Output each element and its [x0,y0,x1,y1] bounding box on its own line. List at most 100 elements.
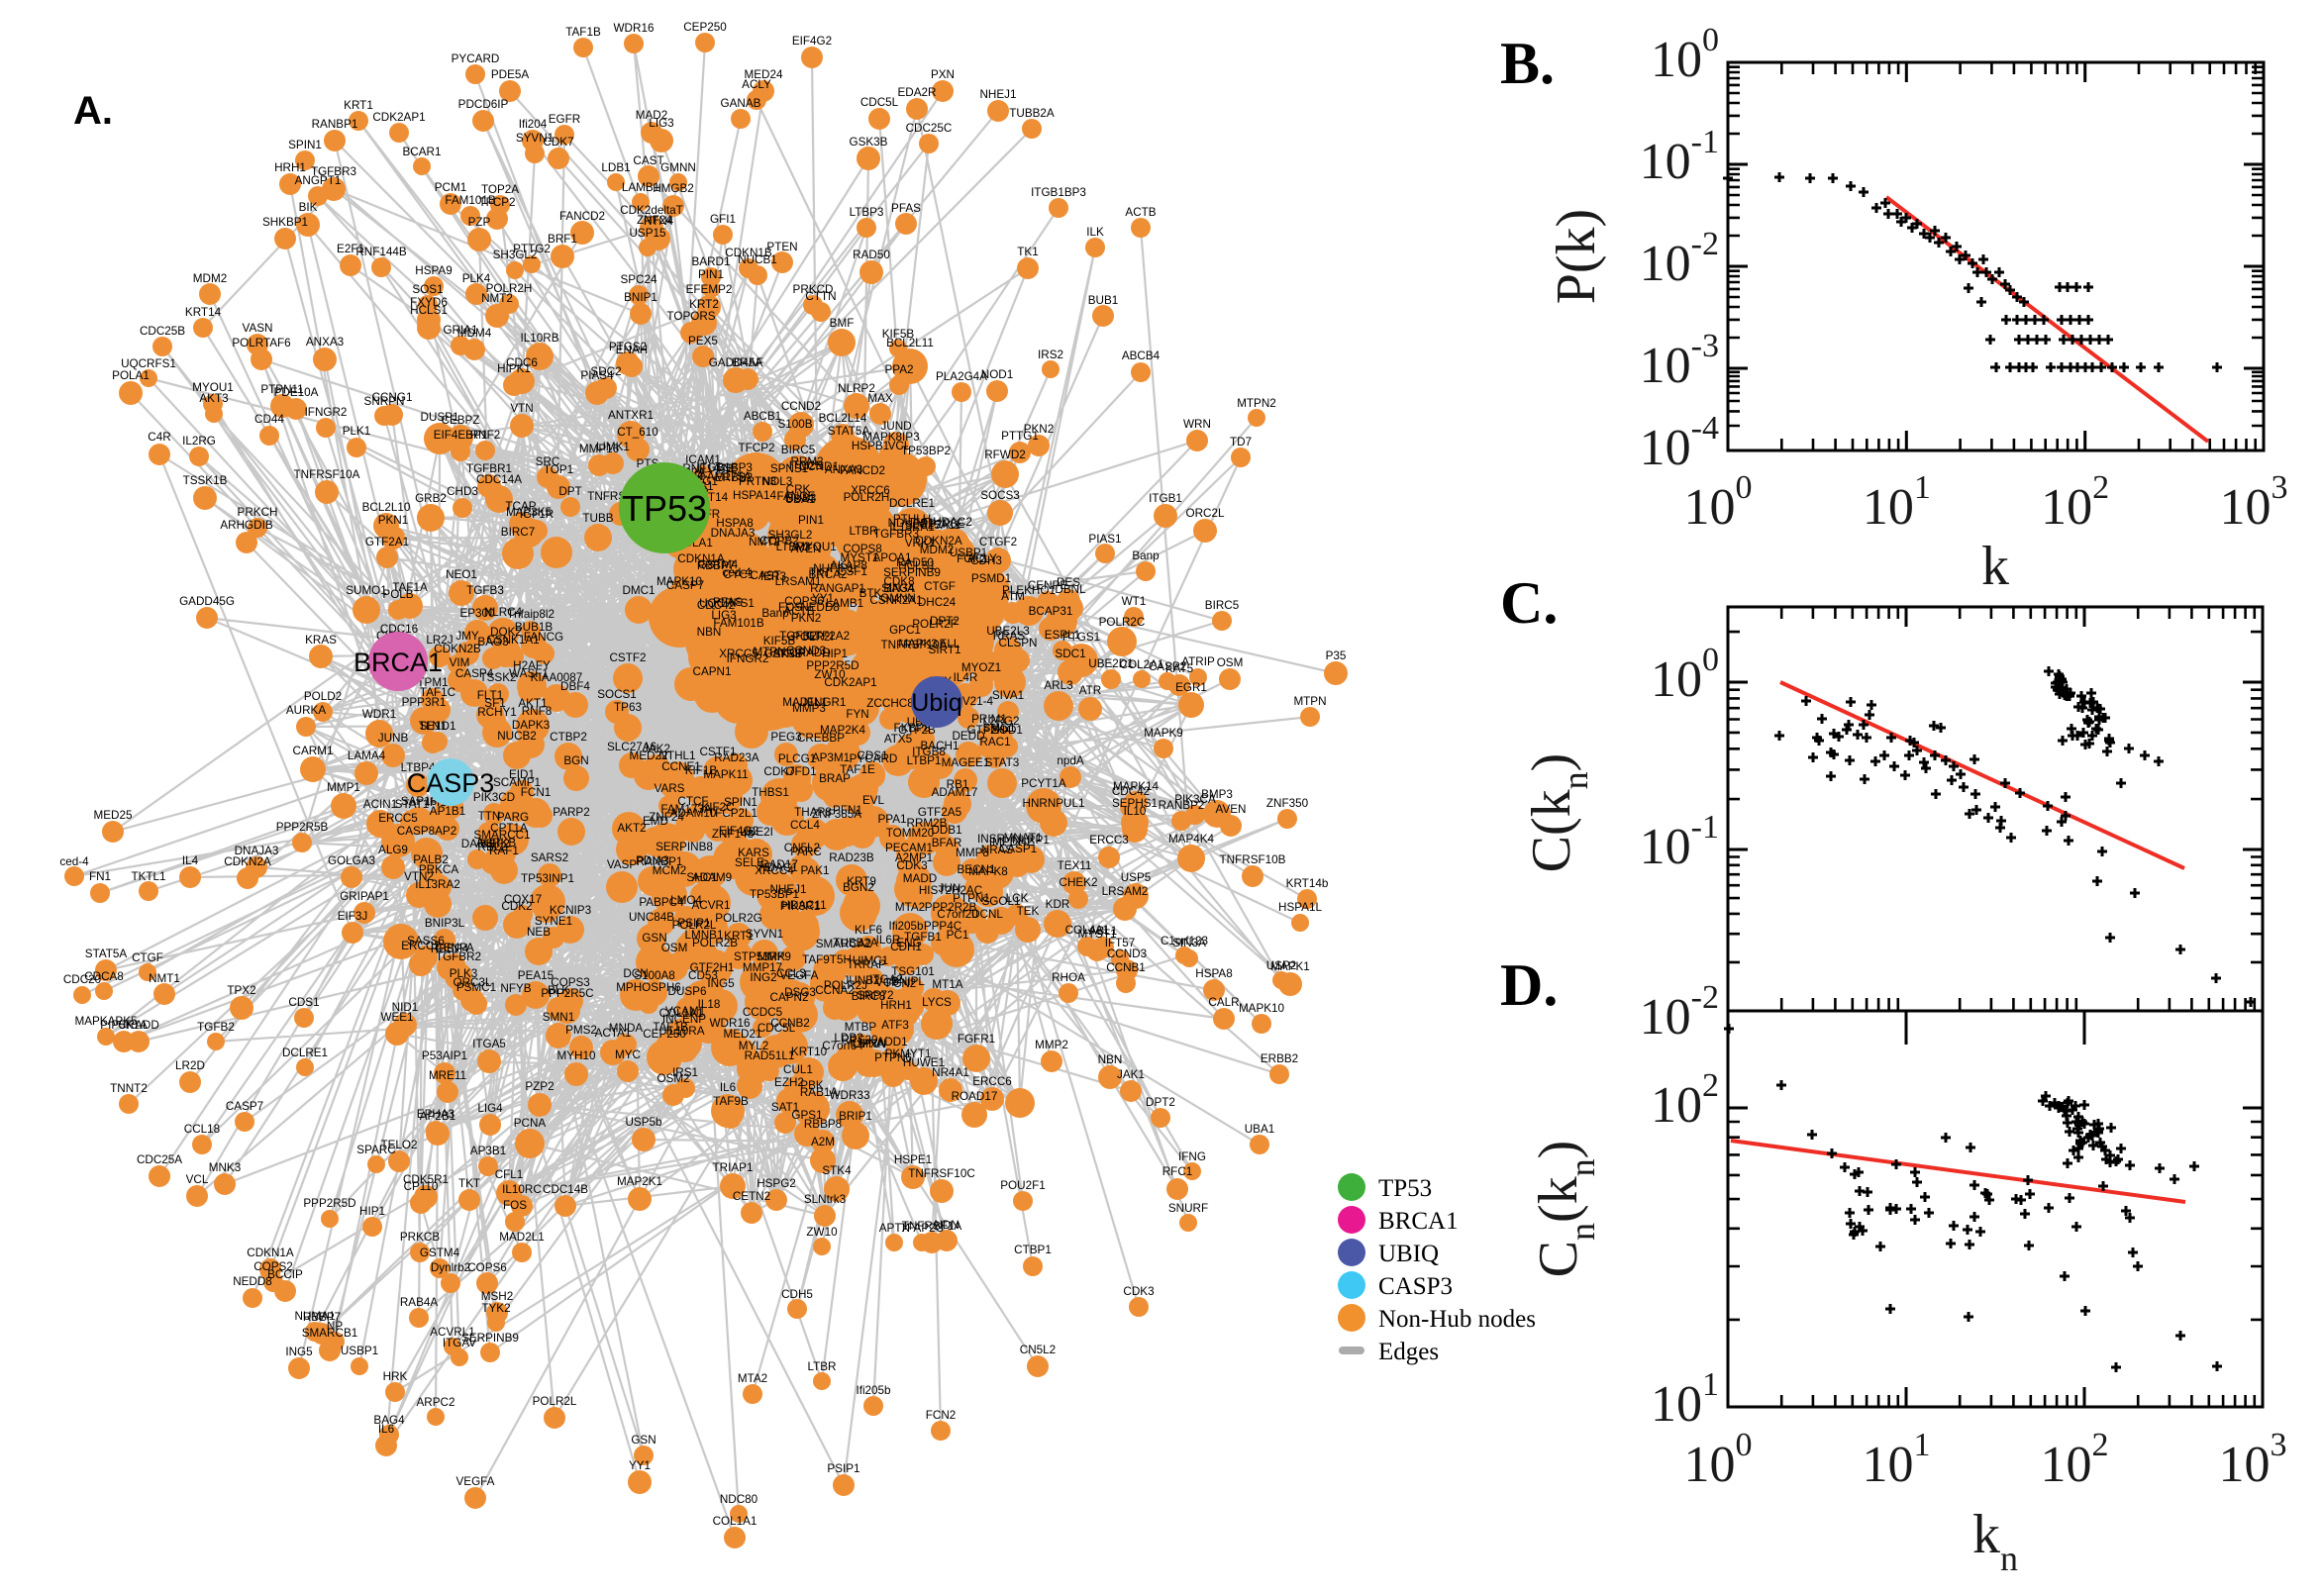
svg-text:NDC80: NDC80 [720,1493,758,1506]
svg-text:KRT1: KRT1 [724,930,754,943]
svg-text:FCN2: FCN2 [926,1409,957,1422]
svg-text:NUCB2: NUCB2 [497,730,537,743]
svg-text:UQCRFS1: UQCRFS1 [699,597,755,610]
svg-text:RAD50: RAD50 [896,556,934,569]
svg-text:HUWE1: HUWE1 [903,1056,945,1069]
svg-text:TK1: TK1 [1017,246,1038,258]
svg-text:POU2F1: POU2F1 [1000,1179,1045,1192]
svg-text:LMO4: LMO4 [670,894,702,907]
svg-text:HSPA9: HSPA9 [415,264,452,277]
svg-text:TUBB2A: TUBB2A [833,937,878,949]
svg-text:RFC1: RFC1 [1162,1165,1193,1178]
svg-text:MAPK10: MAPK10 [656,575,703,588]
svg-text:MTBP: MTBP [845,1021,877,1034]
svg-text:ITGB8: ITGB8 [912,746,946,758]
svg-text:k: k [1981,536,2009,597]
svg-text:TP63: TP63 [614,701,642,714]
svg-text:CDK2AP1: CDK2AP1 [824,676,876,689]
svg-text:JUN: JUN [939,882,961,895]
svg-text:ERCC3: ERCC3 [1089,834,1129,847]
svg-text:AKT3: AKT3 [199,392,228,405]
svg-text:PTPN1: PTPN1 [953,892,990,905]
svg-text:ZNF148: ZNF148 [712,828,754,841]
svg-text:BMF: BMF [830,317,855,330]
svg-text:RAD50: RAD50 [853,249,890,261]
svg-text:FANCG: FANCG [524,631,563,644]
svg-text:STAT5A: STAT5A [828,425,870,438]
svg-text:JUND: JUND [880,420,911,433]
svg-text:PIK3CA: PIK3CA [1174,793,1216,806]
svg-text:PDE10A: PDE10A [274,386,319,399]
svg-text:CFL1: CFL1 [495,1168,524,1181]
svg-text:ING2: ING2 [750,971,776,984]
svg-text:STP53RK: STP53RK [734,950,785,963]
svg-text:RTN4: RTN4 [644,215,674,228]
svg-text:PKMYT1: PKMYT1 [885,1047,932,1060]
svg-text:ITGB1: ITGB1 [1149,492,1182,505]
svg-text:ELL: ELL [940,638,960,650]
svg-text:MPHOSPH6: MPHOSPH6 [616,981,681,994]
svg-text:USBP1: USBP1 [950,547,987,559]
svg-text:NEDD8: NEDD8 [233,1275,272,1288]
svg-text:MNDA: MNDA [609,1022,644,1035]
svg-text:MDM2: MDM2 [193,272,227,285]
svg-text:NOL3: NOL3 [762,475,793,488]
svg-text:CCNB2: CCNB2 [770,1017,810,1030]
svg-text:PEA15: PEA15 [518,969,555,982]
svg-text:HCLS1: HCLS1 [410,304,448,317]
svg-text:SPARC: SPARC [356,1144,395,1156]
svg-text:SGOL1: SGOL1 [982,895,1021,908]
svg-text:ING5: ING5 [707,977,735,990]
svg-text:MAD2L1: MAD2L1 [499,1231,544,1244]
svg-text:PSMC1: PSMC1 [456,981,496,994]
svg-text:USP5b: USP5b [625,1116,662,1129]
svg-text:UBA1: UBA1 [785,493,816,506]
svg-text:ABCB1: ABCB1 [744,410,781,423]
svg-text:WDR33: WDR33 [830,1089,870,1102]
svg-text:PIK3CD: PIK3CD [473,791,515,804]
svg-text:POLR2L: POLR2L [533,1395,577,1408]
svg-text:LTBP1: LTBP1 [907,754,942,767]
svg-text:MAPKAPK5: MAPKAPK5 [74,1015,138,1028]
svg-text:MAPK1: MAPK1 [1270,960,1310,973]
svg-text:RNF144B: RNF144B [682,462,734,475]
svg-text:BCL2L11: BCL2L11 [886,337,934,349]
svg-text:GOLGA3: GOLGA3 [328,854,375,867]
svg-text:NBN: NBN [1098,1053,1123,1066]
svg-text:SRC: SRC [536,455,560,468]
svg-text:BFAR: BFAR [932,837,962,849]
svg-text:MYC: MYC [615,1048,641,1061]
svg-text:PTHLH: PTHLH [893,513,931,526]
svg-text:Ifi205b: Ifi205b [888,920,924,933]
svg-text:RAB1A: RAB1A [800,1086,839,1099]
svg-text:HRH1: HRH1 [880,999,912,1012]
svg-text:FYN: FYN [846,708,868,721]
svg-text:HRK: HRK [383,1370,408,1383]
svg-text:RFWD2: RFWD2 [984,449,1026,461]
svg-text:PLK3: PLK3 [450,967,478,980]
svg-text:PKN2: PKN2 [1024,423,1055,436]
svg-text:PMS2: PMS2 [565,1024,597,1037]
svg-text:MMP1: MMP1 [327,781,360,794]
svg-text:RAF1: RAF1 [489,845,519,857]
svg-text:NUCB1: NUCB1 [738,253,777,266]
svg-text:RBBP4: RBBP4 [431,943,469,955]
svg-text:UIMC1: UIMC1 [853,954,888,967]
svg-text:IGF1R: IGF1R [520,508,554,521]
svg-text:ZNF24: ZNF24 [649,811,684,824]
svg-text:CDK3: CDK3 [896,859,927,872]
svg-text:TGFBR2: TGFBR2 [436,950,481,963]
svg-text:A2MP1: A2MP1 [895,851,933,864]
svg-text:FXYD6: FXYD6 [410,296,448,309]
svg-text:MYST1: MYST1 [841,551,879,564]
svg-text:SAT1: SAT1 [771,1101,799,1114]
svg-text:MAPK10: MAPK10 [1239,1002,1285,1015]
svg-text:MYOU1: MYOU1 [192,381,234,394]
svg-text:SDC2: SDC2 [590,365,621,378]
svg-text:TGFB2: TGFB2 [779,630,817,643]
svg-text:POLR2L: POLR2L [672,919,717,932]
svg-text:CCL18: CCL18 [184,1123,220,1136]
svg-text:CDH1: CDH1 [890,941,922,953]
svg-text:GANAB: GANAB [721,97,761,110]
svg-text:CDH3: CDH3 [970,554,1002,567]
